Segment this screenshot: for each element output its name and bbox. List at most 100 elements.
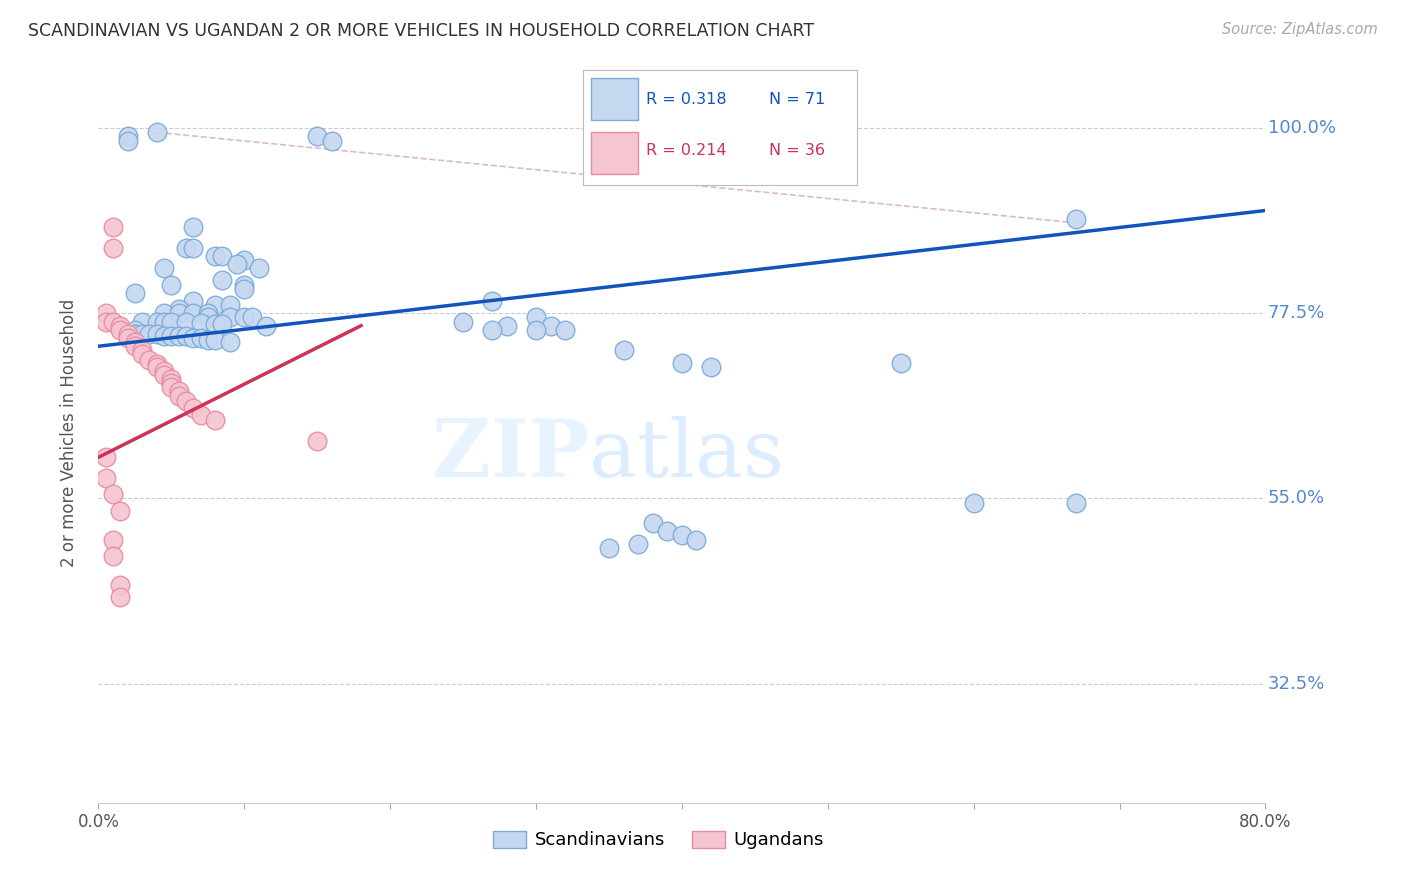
Point bbox=[496, 318, 519, 333]
Text: atlas: atlas bbox=[589, 416, 783, 494]
Point bbox=[181, 331, 204, 345]
Point bbox=[174, 394, 197, 409]
Point bbox=[146, 326, 169, 341]
Point bbox=[124, 339, 146, 353]
Point bbox=[117, 331, 139, 345]
Point bbox=[131, 315, 153, 329]
Point bbox=[307, 434, 329, 448]
Point bbox=[146, 125, 169, 139]
Point bbox=[138, 353, 160, 368]
Point bbox=[94, 315, 117, 329]
Point bbox=[153, 364, 176, 378]
Point bbox=[671, 356, 693, 370]
Point bbox=[204, 298, 226, 312]
Point bbox=[1064, 211, 1087, 226]
Legend: Scandinavians, Ugandans: Scandinavians, Ugandans bbox=[486, 823, 831, 856]
Point bbox=[181, 306, 204, 320]
Point bbox=[167, 384, 190, 399]
Point bbox=[146, 315, 169, 329]
Point bbox=[160, 315, 183, 329]
Point bbox=[124, 326, 146, 341]
Point bbox=[233, 277, 256, 292]
Point bbox=[598, 541, 620, 555]
Point bbox=[94, 450, 117, 465]
Point bbox=[226, 257, 249, 271]
Text: 32.5%: 32.5% bbox=[1268, 674, 1324, 692]
Point bbox=[153, 315, 176, 329]
Point bbox=[612, 343, 634, 358]
Text: 100.0%: 100.0% bbox=[1268, 120, 1336, 137]
Text: Source: ZipAtlas.com: Source: ZipAtlas.com bbox=[1222, 22, 1378, 37]
Text: SCANDINAVIAN VS UGANDAN 2 OR MORE VEHICLES IN HOUSEHOLD CORRELATION CHART: SCANDINAVIAN VS UGANDAN 2 OR MORE VEHICL… bbox=[28, 22, 814, 40]
Point bbox=[174, 241, 197, 255]
Point bbox=[94, 471, 117, 485]
Point bbox=[1064, 495, 1087, 509]
Point bbox=[101, 241, 124, 255]
Point bbox=[540, 318, 562, 333]
Point bbox=[211, 317, 233, 331]
Point bbox=[167, 306, 190, 320]
Point bbox=[181, 219, 204, 234]
Point bbox=[181, 401, 204, 415]
Y-axis label: 2 or more Vehicles in Household: 2 or more Vehicles in Household bbox=[59, 299, 77, 566]
Text: 77.5%: 77.5% bbox=[1268, 304, 1324, 322]
Point bbox=[890, 356, 912, 370]
Point bbox=[307, 129, 329, 144]
Point bbox=[160, 328, 183, 343]
Point bbox=[146, 359, 169, 374]
Point bbox=[110, 578, 132, 592]
Point bbox=[524, 323, 547, 337]
Point bbox=[700, 359, 723, 374]
Point bbox=[153, 261, 176, 276]
Point bbox=[174, 315, 197, 329]
Point bbox=[160, 380, 183, 394]
Point bbox=[627, 536, 650, 550]
Point bbox=[451, 315, 474, 329]
Point bbox=[181, 241, 204, 255]
Point bbox=[167, 329, 190, 343]
Point bbox=[110, 318, 132, 333]
Point bbox=[101, 315, 124, 329]
Point bbox=[190, 408, 212, 422]
Point bbox=[131, 347, 153, 361]
Point bbox=[204, 249, 226, 263]
Point bbox=[124, 323, 146, 337]
Point bbox=[481, 293, 503, 308]
Point bbox=[153, 328, 176, 343]
Point bbox=[197, 306, 219, 320]
Text: 55.0%: 55.0% bbox=[1268, 490, 1324, 508]
Point bbox=[138, 326, 160, 341]
Point bbox=[197, 333, 219, 347]
Point bbox=[233, 282, 256, 296]
Point bbox=[247, 261, 270, 276]
Point bbox=[204, 413, 226, 427]
Point bbox=[117, 326, 139, 341]
Point bbox=[124, 335, 146, 350]
Point bbox=[962, 495, 984, 509]
Point bbox=[101, 219, 124, 234]
Point bbox=[204, 317, 226, 331]
Point bbox=[117, 129, 139, 144]
Point bbox=[124, 285, 146, 300]
Point bbox=[657, 524, 679, 539]
Point bbox=[197, 310, 219, 325]
Point bbox=[94, 306, 117, 320]
Point bbox=[211, 273, 233, 287]
Point bbox=[218, 298, 240, 312]
Point bbox=[146, 357, 169, 371]
Point bbox=[254, 318, 277, 333]
Point bbox=[524, 310, 547, 325]
Point bbox=[190, 316, 212, 330]
Point bbox=[117, 134, 139, 148]
Point bbox=[240, 310, 263, 325]
Point bbox=[554, 323, 576, 337]
Point bbox=[641, 516, 664, 530]
Point bbox=[110, 590, 132, 604]
Point bbox=[685, 533, 707, 547]
Point bbox=[190, 331, 212, 345]
Point bbox=[153, 368, 176, 382]
Point bbox=[218, 335, 240, 350]
Point bbox=[218, 310, 240, 325]
Point bbox=[110, 504, 132, 518]
Point bbox=[233, 252, 256, 267]
